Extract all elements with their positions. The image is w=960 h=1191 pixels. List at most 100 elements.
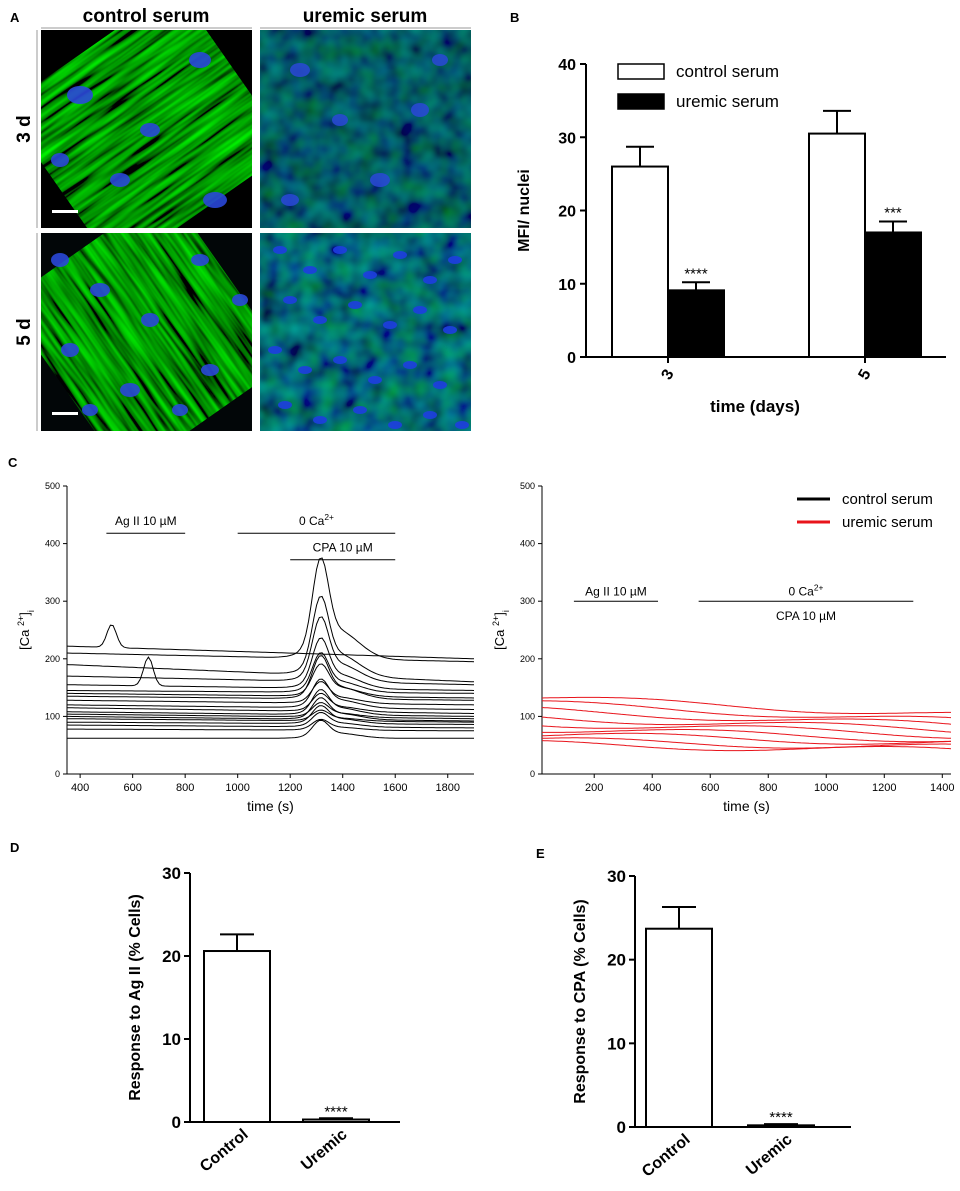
micrograph-uremic-3d — [260, 30, 471, 228]
x-tick-label: 600 — [701, 782, 719, 794]
chart-d: 0 10 20 30 Response to Ag II (% Cells) Contro… — [127, 864, 400, 1176]
y-tick-label: 100 — [520, 711, 535, 721]
trace-line — [541, 707, 952, 725]
panel-label-a: A — [10, 10, 20, 25]
y-tick-label: 300 — [520, 596, 535, 606]
trace-line — [67, 719, 474, 739]
y-axis-label: MFI/ nuclei — [516, 169, 533, 252]
panel-d: D 0 10 20 30 Response to Ag II (% Cells) Cont… — [10, 840, 400, 1176]
bar-uremic — [747, 1124, 815, 1128]
y-tick-label: 0 — [617, 1118, 626, 1137]
trace-line — [67, 697, 474, 722]
y-tick-label: 20 — [162, 947, 181, 966]
legend-swatch — [617, 93, 665, 110]
y-tick-label: 200 — [520, 654, 535, 664]
significance-label: **** — [324, 1103, 348, 1120]
x-tick-label: 1600 — [383, 782, 407, 794]
legend-label: uremic serum — [842, 514, 933, 531]
y-tick-label: 20 — [558, 204, 576, 221]
x-tick-label: 400 — [71, 782, 89, 794]
y-axis-label: Response to Ag II (% Cells) — [127, 894, 144, 1101]
x-tick-label: Control — [639, 1131, 693, 1181]
trace-line — [66, 637, 475, 691]
x-tick-label: 600 — [123, 782, 141, 794]
y-tick-label: 10 — [558, 277, 576, 294]
x-tick-label: 1200 — [872, 782, 896, 794]
panel-label-b: B — [510, 10, 519, 25]
bar-uremic — [864, 231, 922, 359]
x-tick-label: 1800 — [435, 782, 459, 794]
bar-control — [611, 165, 669, 358]
x-tick-label: 3 — [659, 367, 678, 383]
micrograph-uremic-5d — [260, 233, 471, 431]
annotation-cpa-label: CPA 10 µM — [776, 609, 836, 623]
y-tick-label: 30 — [558, 130, 576, 147]
x-axis-label: time (s) — [247, 798, 294, 814]
y-tick-label: 30 — [607, 867, 626, 886]
y-tick-label: 0 — [567, 350, 576, 367]
x-tick-label: 1200 — [278, 782, 302, 794]
y-tick-label: 0 — [172, 1113, 181, 1132]
legend-label: control serum — [676, 62, 779, 81]
x-tick-label: 800 — [176, 782, 194, 794]
x-tick-label: Uremic — [298, 1126, 351, 1174]
column-label-uremic: uremic serum — [303, 6, 428, 27]
y-tick-label: 500 — [520, 481, 535, 491]
panel-label-e: E — [536, 846, 545, 861]
trace-line — [67, 702, 474, 720]
x-tick-label: 800 — [759, 782, 777, 794]
panel-e: E 0 10 20 30 Response to CPA (% Cells) Contro… — [536, 846, 851, 1181]
y-tick-label: 100 — [45, 711, 60, 721]
x-tick-label: 1400 — [330, 782, 354, 794]
legend-label: uremic serum — [676, 92, 779, 111]
bar-uremic — [302, 1118, 370, 1124]
panel-label-d: D — [10, 840, 19, 855]
y-tick-label: 30 — [162, 864, 181, 883]
trace-line — [67, 709, 475, 723]
trace-line — [66, 624, 475, 660]
trace-line — [67, 689, 474, 717]
trace-line — [67, 718, 474, 732]
x-tick-label: 200 — [585, 782, 603, 794]
y-tick-label: 400 — [45, 539, 60, 549]
row-label-3d: 3 d — [14, 115, 35, 142]
trace-line — [541, 716, 952, 733]
y-tick-label: 10 — [162, 1030, 181, 1049]
x-tick-label: 400 — [643, 782, 661, 794]
chart-c-control: 0 100 200 300 400 500 400 600 800 1000 1200 1400 160… — [16, 481, 475, 814]
trace-line — [67, 705, 475, 725]
y-tick-label: 40 — [558, 57, 576, 74]
trace-line — [67, 616, 474, 686]
trace-line — [541, 696, 951, 714]
row-label-5d: 5 d — [14, 318, 35, 345]
y-tick-label: 300 — [45, 596, 60, 606]
y-tick-label: 20 — [607, 951, 626, 970]
x-tick-label: Uremic — [743, 1131, 796, 1179]
bar-control — [203, 950, 271, 1124]
legend-label: control serum — [842, 491, 933, 508]
y-tick-label: 0 — [55, 769, 60, 779]
chart-c-uremic: 0 100 200 300 400 500 200 400 600 800 1000 1200 1400… — [491, 481, 955, 814]
y-axis-label: Response to CPA (% Cells) — [572, 899, 589, 1103]
trace-line — [67, 692, 474, 714]
micrograph-control-5d — [41, 233, 252, 431]
significance-label: **** — [769, 1109, 793, 1126]
trace-line — [67, 678, 474, 710]
annotation-cpa-label: CPA 10 µM — [313, 541, 373, 555]
significance-label: *** — [884, 204, 902, 221]
annotation-ca-label: 0 Ca2+ — [789, 582, 824, 598]
chart-b: 0 10 20 30 40 MFI/ nuclei 3 **** 5 *** time (days)… — [516, 57, 946, 416]
y-tick-label: 500 — [45, 481, 60, 491]
trace-line — [66, 655, 475, 701]
trace-line — [541, 725, 952, 739]
x-tick-label: 1000 — [814, 782, 838, 794]
panel-label-c: C — [8, 455, 18, 470]
x-tick-label: 1000 — [225, 782, 249, 794]
trace-line — [541, 737, 951, 749]
y-tick-label: 0 — [530, 769, 535, 779]
micrograph-control-3d — [41, 30, 252, 228]
annotation-ag-label: Ag II 10 µM — [585, 584, 647, 598]
y-tick-label: 400 — [520, 539, 535, 549]
